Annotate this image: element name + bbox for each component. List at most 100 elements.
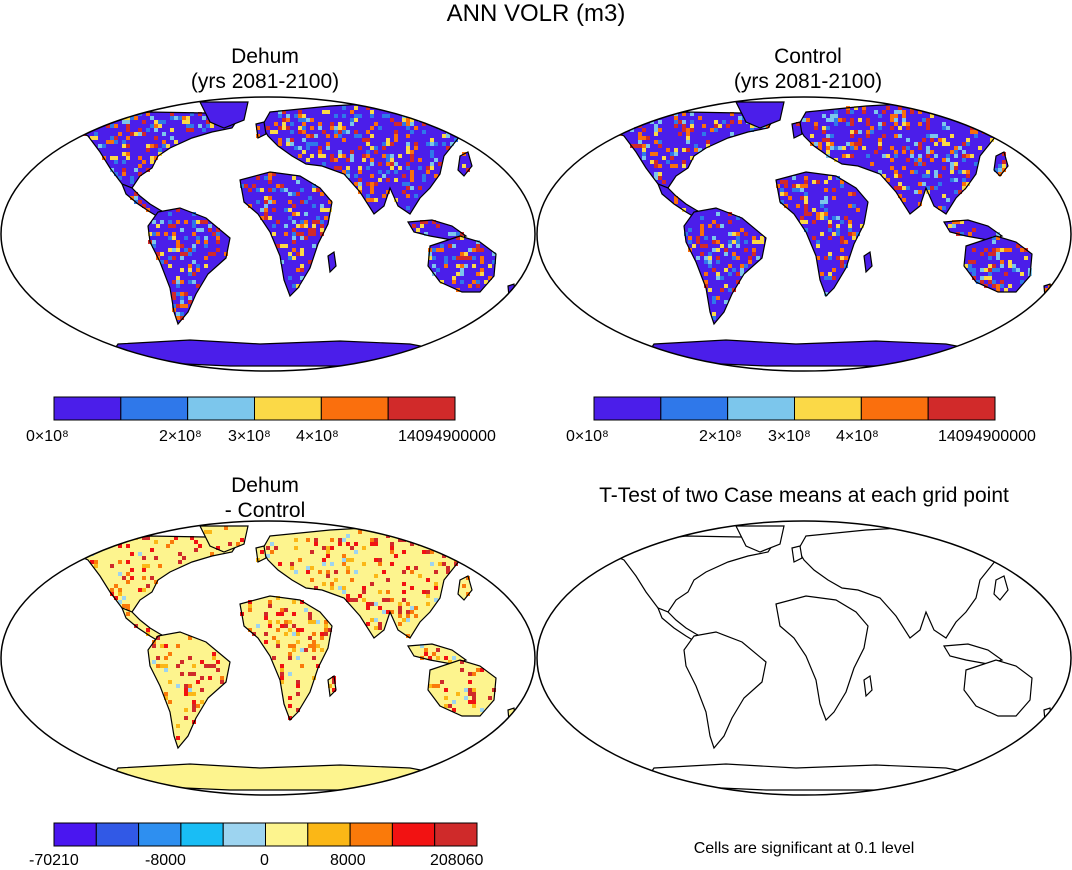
grid-cell: [862, 146, 866, 150]
grid-cell: [902, 122, 906, 126]
map-border: [536, 96, 1072, 372]
grid-cell: [322, 154, 326, 158]
grid-cell: [452, 708, 456, 712]
grid-cell: [796, 122, 800, 126]
grid-cell: [180, 252, 184, 256]
grid-cell: [188, 672, 192, 676]
grid-cell: [402, 182, 406, 186]
grid-cell: [438, 114, 442, 118]
grid-cell: [682, 120, 686, 124]
grid-cell: [180, 280, 184, 284]
grid-cell: [472, 688, 476, 692]
grid-cell: [760, 240, 764, 244]
grid-cell: [840, 184, 844, 188]
grid-cell: [196, 236, 200, 240]
land-antarctica: [646, 764, 988, 790]
grid-cell: [302, 122, 306, 126]
grid-cell: [426, 578, 430, 582]
grid-cell: [288, 644, 292, 648]
grid-cell: [998, 172, 1002, 176]
grid-cell: [488, 264, 492, 268]
grid-cell: [820, 216, 824, 220]
grid-cell: [934, 142, 938, 146]
grid-cell: [696, 256, 700, 260]
grid-cell: [150, 144, 154, 148]
grid-cell: [320, 232, 324, 236]
grid-cell: [374, 542, 378, 546]
grid-cell: [406, 118, 410, 122]
grid-cell: [342, 114, 346, 118]
grid-cell: [184, 708, 188, 712]
land-europe-asia: [798, 526, 1026, 638]
grid-cell: [256, 188, 260, 192]
grid-cell: [850, 122, 854, 126]
grid-cell: [902, 150, 906, 154]
grid-cell: [804, 208, 808, 212]
coast-japan: [457, 151, 473, 177]
grid-cell: [224, 526, 228, 530]
grid-cell: [456, 264, 460, 268]
grid-cell: [438, 534, 442, 538]
grid-cell: [996, 236, 1000, 240]
grid-cell: [512, 292, 516, 296]
grid-cell: [290, 566, 294, 570]
grid-cell: [272, 636, 276, 640]
panel-dehum-cbar-label-0: 0×10⁸: [26, 428, 69, 445]
grid-cell: [172, 256, 176, 260]
coast-south-america: [683, 207, 767, 326]
grid-cell: [292, 236, 296, 240]
grid-cell: [812, 208, 816, 212]
colorbar-swatch: [391, 822, 436, 847]
grid-cell: [406, 126, 410, 130]
grid-cell: [1044, 296, 1048, 300]
grid-cell: [968, 268, 972, 272]
grid-cell: [462, 554, 466, 558]
grid-cell: [836, 228, 840, 232]
grid-cell: [898, 126, 902, 130]
grid-cell: [328, 684, 332, 688]
grid-cell: [914, 158, 918, 162]
grid-cell: [816, 244, 820, 248]
grid-cell: [1006, 122, 1010, 126]
grid-cell: [456, 236, 460, 240]
grid-cell: [430, 166, 434, 170]
grid-cell: [294, 538, 298, 542]
grid-cell: [410, 118, 414, 122]
land-uk: [792, 546, 802, 562]
grid-cell: [674, 124, 678, 128]
grid-cell: [328, 628, 332, 632]
grid-cell: [840, 256, 844, 260]
grid-cell: [82, 128, 86, 132]
grid-cell: [118, 600, 122, 604]
grid-cell: [292, 232, 296, 236]
grid-cell: [760, 236, 764, 240]
grid-cell: [840, 220, 844, 224]
grid-cell: [330, 122, 334, 126]
grid-cell: [812, 220, 816, 224]
grid-cell: [708, 260, 712, 264]
grid-cell: [138, 200, 142, 204]
grid-cell: [366, 166, 370, 170]
grid-cell: [898, 174, 902, 178]
grid-cell: [176, 208, 180, 212]
grid-cell: [452, 656, 456, 660]
grid-cell: [934, 174, 938, 178]
grid-cell: [966, 170, 970, 174]
grid-cell: [740, 264, 744, 268]
grid-cell: [992, 268, 996, 272]
grid-cell: [172, 236, 176, 240]
grid-cell: [414, 142, 418, 146]
grid-cell: [130, 180, 134, 184]
grid-cell: [150, 116, 154, 120]
grid-cell: [312, 204, 316, 208]
grid-cell: [126, 156, 130, 160]
grid-cell: [342, 558, 346, 562]
grid-cell: [454, 554, 458, 558]
grid-cell: [270, 550, 274, 554]
grid-cell: [370, 542, 374, 546]
grid-cell: [312, 220, 316, 224]
grid-cell: [440, 280, 444, 284]
grid-cell: [122, 160, 126, 164]
grid-cell: [390, 550, 394, 554]
land-south-america: [684, 632, 766, 748]
